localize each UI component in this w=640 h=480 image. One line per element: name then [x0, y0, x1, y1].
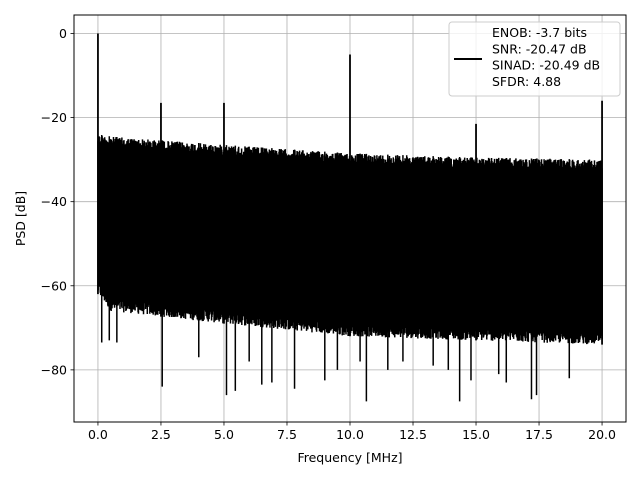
x-tick-label: 17.5 [525, 427, 553, 442]
x-axis-ticks: 0.0 2.5 5.0 7.5 10.0 12.5 15.0 17.5 20.0 [88, 422, 616, 442]
x-axis-label: Frequency [MHz] [297, 450, 402, 465]
y-axis-label: PSD [dB] [13, 191, 28, 246]
legend-sinad: SINAD: -20.49 dB [492, 58, 600, 73]
legend-sfdr: SFDR: 4.88 [492, 74, 561, 89]
y-axis-ticks: 0 −20 −40 −60 −80 [41, 26, 74, 377]
legend-box [448, 21, 621, 97]
y-tick-label: −60 [41, 278, 67, 293]
legend-snr: SNR: -20.47 dB [492, 41, 587, 56]
legend-enob: ENOB: -3.7 bits [492, 25, 587, 40]
x-tick-label: 12.5 [399, 427, 427, 442]
x-tick-label: 2.5 [151, 427, 171, 442]
psd-trace [97, 33, 604, 402]
x-tick-label: 15.0 [462, 427, 490, 442]
y-tick-label: −40 [41, 194, 67, 209]
x-tick-label: 20.0 [588, 427, 616, 442]
y-tick-label: −20 [41, 110, 67, 125]
legend: ENOB: -3.7 bits SNR: -20.47 dB SINAD: -2… [448, 21, 621, 97]
x-tick-label: 7.5 [277, 427, 297, 442]
x-tick-label: 5.0 [214, 427, 234, 442]
x-tick-label: 10.0 [336, 427, 364, 442]
y-tick-label: 0 [59, 26, 67, 41]
y-tick-label: −80 [41, 362, 67, 377]
x-tick-label: 0.0 [88, 427, 108, 442]
